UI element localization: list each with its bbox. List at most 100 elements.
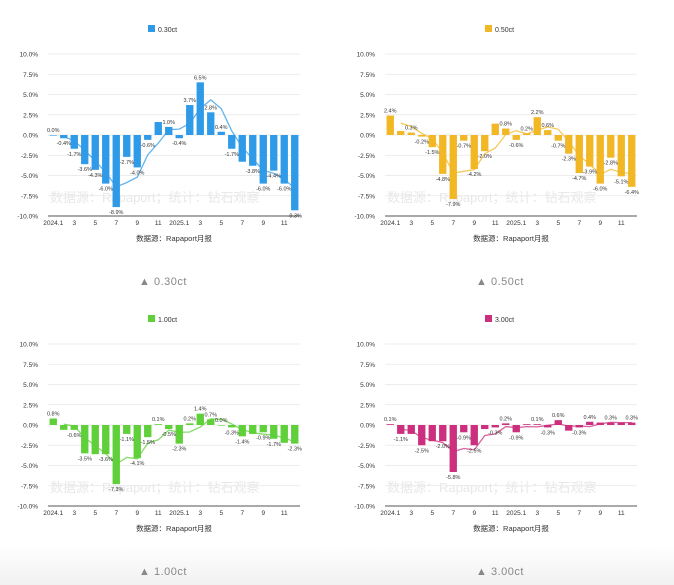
y-tick-label: -5.0% [21, 463, 38, 470]
x-tick-label: 3 [198, 220, 202, 227]
data-label: 0.0% [215, 418, 228, 424]
y-tick-label: -7.5% [358, 193, 375, 200]
legend-swatch [148, 25, 155, 32]
legend-label: 1.00ct [158, 317, 177, 324]
bar [439, 425, 447, 442]
data-label: 3.7% [183, 98, 196, 104]
y-tick-label: 10.0% [357, 342, 376, 349]
watermark: 数据源：Rapaport；统计：钻石观察 [387, 480, 596, 496]
x-tick-label: 9 [472, 220, 476, 227]
x-tick-label: 2024.1 [380, 510, 400, 517]
trend-line [400, 122, 632, 176]
y-tick-label: -7.5% [21, 483, 38, 490]
y-tick-label: -5.0% [358, 173, 375, 180]
source-note: 数据源：Rapaport月报 [136, 523, 212, 533]
x-tick-label: 3 [535, 510, 539, 517]
y-tick-label: 7.5% [23, 362, 38, 369]
chart-100: 1.00ct 10.0% 7.5% 5.0% 2.5% 0.0% -2.5% -5.0% -7.… [17, 315, 302, 533]
y-tick-label: 2.5% [360, 112, 375, 119]
bar [186, 105, 194, 135]
data-label: -3.8% [246, 169, 260, 175]
y-tick-label: 2.5% [360, 402, 375, 409]
y-tick-label: -2.5% [358, 153, 375, 160]
data-label: 6.5% [194, 75, 207, 81]
data-label: -4.1% [130, 461, 144, 467]
data-label: -1.4% [235, 439, 249, 445]
data-label: -0.5% [162, 432, 176, 438]
data-label: -3.9% [583, 170, 597, 176]
legend-swatch [485, 25, 492, 32]
y-tick-label: 0.0% [23, 423, 38, 430]
y-tick-label: -5.0% [21, 173, 38, 180]
data-label: 0.3% [625, 416, 638, 422]
data-label: -4.2% [467, 172, 481, 178]
bar [491, 425, 499, 428]
bar [502, 423, 510, 425]
data-label: -7.3% [109, 487, 123, 493]
data-label: -0.9% [457, 435, 471, 441]
legend-swatch [148, 315, 155, 322]
data-label: 0.4% [215, 125, 228, 131]
bar [186, 423, 194, 425]
data-label: 2.4% [384, 109, 397, 115]
y-tick-label: 10.0% [20, 52, 39, 59]
watermark: 数据源：Rapaport；统计：钻石观察 [50, 190, 259, 206]
bar [386, 424, 394, 425]
data-label: -5.1% [614, 179, 628, 185]
x-tick-label: 2025.1 [506, 510, 526, 517]
x-tick-label: 9 [261, 220, 265, 227]
bar [554, 135, 562, 141]
y-tick-label: 7.5% [360, 362, 375, 369]
x-tick-label: 7 [114, 220, 118, 227]
bar [617, 422, 625, 425]
y-tick-label: -2.5% [21, 443, 38, 450]
data-label: 0.2% [520, 126, 533, 132]
x-tick-label: 7 [451, 220, 455, 227]
x-tick-label: 9 [598, 220, 602, 227]
bar [280, 425, 288, 443]
source-note: 数据源：Rapaport月报 [473, 233, 549, 243]
data-label: 0.8% [47, 412, 60, 418]
data-label: 0.2% [183, 416, 196, 422]
data-label: -3.6% [99, 457, 113, 463]
data-label: -0.7% [457, 144, 471, 150]
y-tick-label: 5.0% [23, 92, 38, 99]
bar [596, 135, 604, 184]
data-label: 2.2% [531, 110, 544, 116]
data-label: -1.7% [267, 442, 281, 448]
data-label: -4.7% [572, 176, 586, 182]
caption-text: 0.50ct [490, 276, 524, 288]
chart-030: 0.30ct 10.0% 7.5% 5.0% 2.5% 0.0% -2.5% -5.0% -7.… [17, 25, 302, 243]
bar [386, 115, 394, 135]
bar [481, 135, 489, 152]
data-label: -1.7% [67, 152, 81, 158]
bar [291, 425, 299, 444]
data-label: -5.8% [446, 475, 460, 481]
bar [586, 421, 594, 425]
bar [491, 123, 499, 135]
bar [70, 425, 78, 430]
watermark: 数据源：Rapaport；统计：钻石观察 [50, 480, 259, 496]
source-note: 数据源：Rapaport月报 [473, 523, 549, 533]
bar [270, 425, 278, 439]
data-label: 0.1% [531, 417, 544, 423]
x-tick-label: 5 [219, 220, 223, 227]
bar [49, 135, 57, 136]
bar [502, 128, 510, 135]
bar [196, 413, 204, 425]
x-tick-label: 5 [93, 510, 97, 517]
data-label: -0.4% [172, 141, 186, 147]
bar [544, 130, 552, 135]
x-tick-label: 2024.1 [380, 220, 400, 227]
data-label: -0.3% [488, 430, 502, 436]
y-tick-label: 5.0% [360, 382, 375, 389]
bar [249, 135, 257, 166]
bar [565, 425, 573, 431]
legend-label: 0.30ct [158, 27, 177, 34]
y-tick-label: -10.0% [17, 214, 38, 221]
x-tick-label: 9 [472, 510, 476, 517]
bar [217, 425, 225, 426]
data-label: -1.1% [120, 437, 134, 443]
data-label: -0.3% [225, 430, 239, 436]
bar [586, 135, 594, 167]
